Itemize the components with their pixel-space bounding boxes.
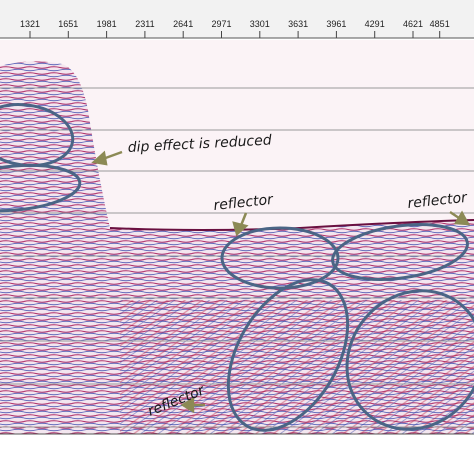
grid-lines (0, 87, 474, 428)
tick-label: 1651 (58, 19, 78, 29)
tick-label: 3631 (288, 19, 308, 29)
tick-label: 2311 (135, 19, 154, 29)
tick-label: 2971 (211, 19, 231, 29)
annotation: dip effect is reduced (127, 132, 272, 156)
deep-reflections (120, 300, 474, 434)
tick-label: 3961 (326, 19, 346, 29)
arrows (91, 150, 471, 414)
tick-label: 2641 (173, 19, 193, 29)
annotation: reflector (407, 190, 469, 212)
ruler-ticks: 1321 1651 1981 2311 2641 2971 3301 3631 3961 4291… (20, 19, 450, 38)
ruler-bar (0, 0, 474, 38)
tick-label: 3301 (250, 19, 270, 29)
annotation: reflector (213, 192, 275, 214)
tick-label: 1321 (20, 19, 40, 29)
ellipses (0, 103, 474, 432)
tick-label: 4621 (403, 19, 423, 29)
tick-label: 1981 (97, 19, 117, 29)
tick-label: 4291 (365, 19, 385, 29)
tick-label: 4851 (430, 19, 450, 29)
seafloor (109, 219, 474, 231)
